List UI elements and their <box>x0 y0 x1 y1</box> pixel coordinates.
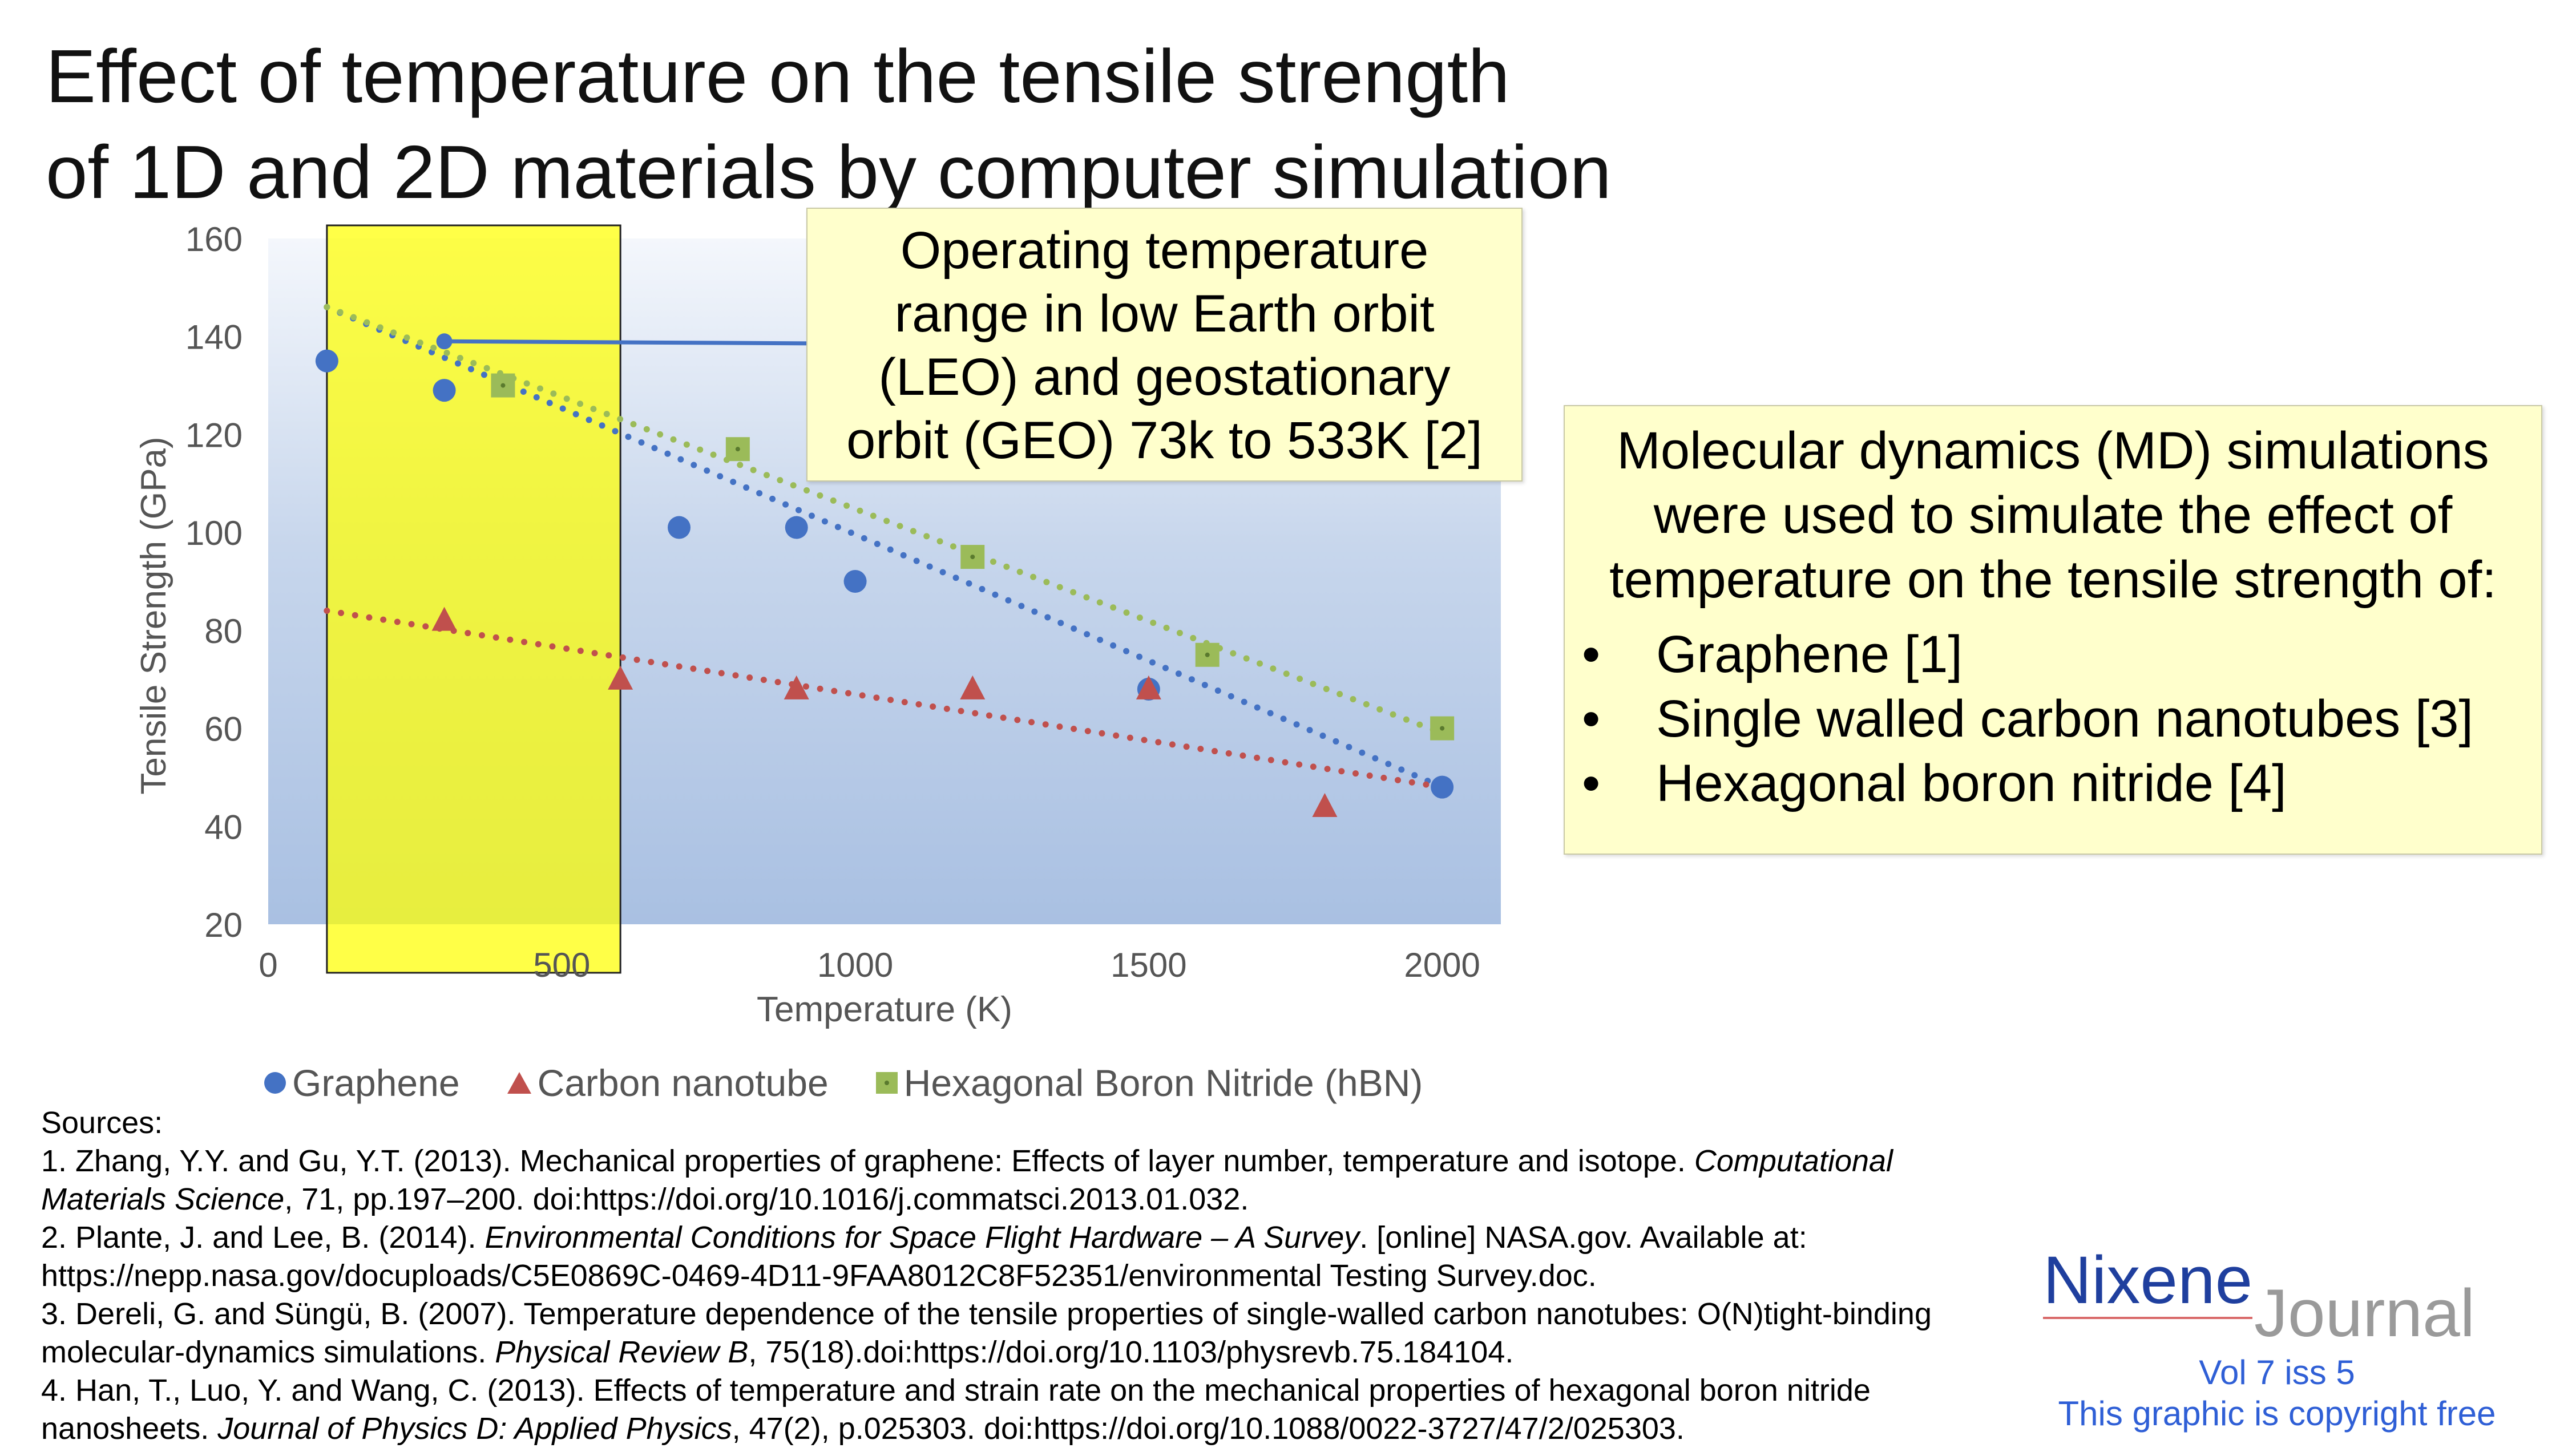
logo-journal: Journal <box>2254 1276 2476 1351</box>
x-tick-label: 1000 <box>817 946 893 984</box>
operating-note-line-2: range in low Earth orbit <box>894 285 1435 343</box>
source-4-journal: Journal of Physics D: Applied Physics <box>217 1411 732 1446</box>
operating-note-line-4: orbit (GEO) 73k to 533K [2] <box>846 411 1483 470</box>
operating-note-line-1: Operating temperature <box>900 221 1429 280</box>
graphene-point <box>315 349 338 373</box>
bullet-icon: • <box>1582 690 1601 748</box>
sources-heading: Sources: <box>41 1106 163 1140</box>
source-4-text: 4. Han, T., Luo, Y. and Wang, C. (2013).… <box>41 1373 1871 1446</box>
square-marker-icon <box>875 1072 898 1094</box>
source-1: 1. Zhang, Y.Y. and Gu, Y.T. (2013). Mech… <box>41 1142 2004 1219</box>
md-material-item: • Single walled carbon nanotubes [3] <box>1565 687 2541 751</box>
y-tick-label: 40 <box>204 808 243 846</box>
hbn-point-dot <box>500 383 506 388</box>
source-2: 2. Plante, J. and Lee, B. (2014). Enviro… <box>41 1219 2004 1295</box>
bullet-icon: • <box>1582 625 1601 683</box>
md-material-item: • Hexagonal boron nitride [4] <box>1565 751 2541 816</box>
title-line-1: Effect of temperature on the tensile str… <box>46 34 1510 118</box>
copyright-note: This graphic is copyright free <box>2058 1394 2496 1433</box>
source-3-journal: Physical Review B <box>495 1335 749 1369</box>
graphene-point <box>433 379 456 402</box>
title-line-2: of 1D and 2D materials by computer simul… <box>46 130 1612 214</box>
volume-issue: Vol 7 iss 5 <box>2199 1353 2355 1392</box>
graphene-point <box>668 516 691 539</box>
hbn-point-dot <box>970 555 975 560</box>
legend-label-carbon-nanotube: Carbon nanotube <box>537 1062 829 1104</box>
source-3: 3. Dereli, G. and Süngü, B. (2007). Temp… <box>41 1295 2004 1372</box>
legend-label-hbn: Hexagonal Boron Nitride (hBN) <box>903 1062 1423 1104</box>
md-material-label: Hexagonal boron nitride [4] <box>1656 754 2287 812</box>
x-tick-label: 1500 <box>1111 946 1186 984</box>
operating-note-line-3: (LEO) and geostationary <box>878 348 1451 406</box>
source-2-text: 2. Plante, J. and Lee, B. (2014). <box>41 1220 485 1255</box>
source-3-text: 3. Dereli, G. and Süngü, B. (2007). Temp… <box>41 1297 1932 1369</box>
logo-nixene: Nixene <box>2043 1243 2253 1319</box>
y-tick-label: 20 <box>204 906 243 944</box>
source-1-text: 1. Zhang, Y.Y. and Gu, Y.T. (2013). Mech… <box>41 1144 1694 1178</box>
nanotube-point <box>431 606 457 631</box>
x-tick-label: 500 <box>533 946 590 984</box>
nanotube-point <box>608 665 633 690</box>
legend-item-graphene: Graphene <box>263 1061 460 1105</box>
y-tick-label: 60 <box>204 710 243 749</box>
leo-geo-point <box>436 333 453 350</box>
hbn-point-dot <box>735 447 740 452</box>
nixene-journal-logo: Nixene Journal Vol 7 iss 5 This graphic … <box>2043 1244 2511 1438</box>
operating-temperature-note: Operating temperature range in low Earth… <box>806 208 1523 482</box>
y-tick-label: 160 <box>185 220 243 258</box>
x-axis-label: Temperature (K) <box>757 990 1012 1029</box>
x-tick-label: 0 <box>259 946 277 984</box>
nanotube-point <box>784 675 809 699</box>
legend-item-hbn: Hexagonal Boron Nitride (hBN) <box>874 1061 1423 1105</box>
leo-geo-line <box>444 339 855 346</box>
source-1-details: , 71, pp.197–200. doi:https://doi.org/10… <box>284 1182 1249 1216</box>
y-tick-label: 140 <box>185 318 243 357</box>
operating-range-band <box>326 224 621 974</box>
md-material-item: • Graphene [1] <box>1565 622 2541 687</box>
legend-item-carbon-nanotube: Carbon nanotube <box>506 1061 829 1105</box>
md-note-intro: Molecular dynamics (MD) simulations were… <box>1609 422 2497 609</box>
source-2-details: . [online] NASA.gov. Available at: https… <box>41 1220 1807 1293</box>
sources-list: Sources: 1. Zhang, Y.Y. and Gu, Y.T. (20… <box>41 1104 2004 1448</box>
source-1-journal: Computational Materials Science <box>41 1144 1893 1216</box>
hbn-point-dot <box>1205 652 1210 657</box>
source-2-journal: Environmental Conditions for Space Fligh… <box>484 1220 1360 1255</box>
y-tick-label: 120 <box>185 416 243 454</box>
y-tick-label: 80 <box>204 612 243 650</box>
circle-marker-icon <box>264 1072 286 1094</box>
graphene-point <box>843 570 867 593</box>
nanotube-point <box>1312 792 1338 817</box>
page-title: Effect of temperature on the tensile str… <box>46 29 1758 220</box>
triangle-marker-icon <box>507 1072 531 1094</box>
hbn-point-dot <box>1440 726 1445 731</box>
nanotube-point <box>960 675 986 699</box>
source-4-details: , 47(2), p.025303. doi:https://doi.org/1… <box>732 1411 1685 1446</box>
md-material-label: Graphene [1] <box>1656 625 1963 683</box>
graphene-point <box>785 516 808 539</box>
source-3-details: , 75(18).doi:https://doi.org/10.1103/phy… <box>748 1335 1514 1369</box>
trendline-1 <box>324 608 1445 791</box>
md-material-list: • Graphene [1] • Single walled carbon nano… <box>1565 622 2541 816</box>
md-material-label: Single walled carbon nanotubes [3] <box>1656 690 2474 748</box>
source-4: 4. Han, T., Luo, Y. and Wang, C. (2013).… <box>41 1372 2004 1448</box>
y-tick-label: 100 <box>185 514 243 552</box>
legend-label-graphene: Graphene <box>292 1062 460 1104</box>
nanotube-point <box>1136 675 1161 699</box>
bullet-icon: • <box>1582 754 1601 812</box>
graphene-point <box>1431 775 1454 799</box>
x-tick-label: 2000 <box>1404 946 1480 984</box>
y-axis-label: Tensile Strength (GPa) <box>134 436 173 794</box>
scatter-chart: 20 40 60 80 100 120 140 160 0 500 1000 1500 2000 Temp… <box>134 220 1501 1029</box>
md-simulation-note: Molecular dynamics (MD) simulations were… <box>1564 405 2542 855</box>
chart-legend: Graphene Carbon nanotube Hexagonal Boron… <box>263 1061 1468 1105</box>
